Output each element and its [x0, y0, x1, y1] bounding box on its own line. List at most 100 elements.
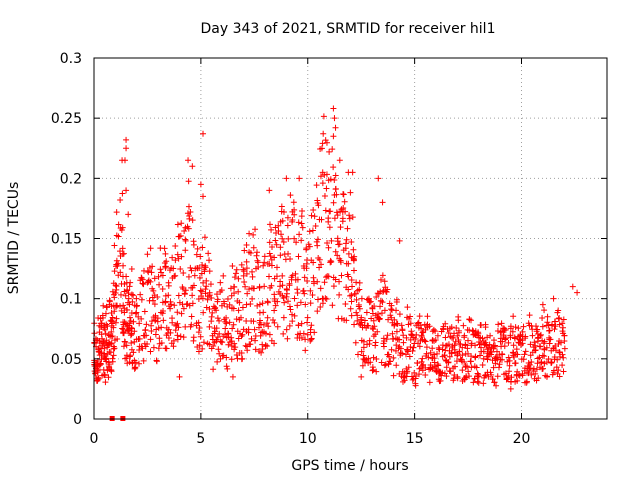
data-point: [394, 320, 401, 327]
data-point: [534, 355, 541, 362]
data-point: [184, 223, 191, 230]
data-point: [379, 199, 386, 206]
data-point: [286, 322, 293, 329]
data-point: [454, 332, 461, 339]
data-point: [165, 282, 172, 289]
data-point: [336, 241, 343, 248]
data-point: [474, 373, 481, 380]
data-point: [102, 330, 109, 337]
data-point: [235, 307, 242, 314]
data-point: [295, 253, 302, 260]
data-point: [278, 231, 285, 238]
data-point: [400, 332, 407, 339]
data-point: [176, 373, 183, 380]
data-point: [322, 295, 329, 302]
data-point: [319, 180, 326, 187]
data-point: [300, 330, 307, 337]
data-point: [263, 320, 270, 327]
data-point: [372, 342, 379, 349]
data-point: [300, 288, 307, 295]
data-point: [396, 237, 403, 244]
data-point: [267, 253, 274, 260]
data-point: [238, 349, 245, 356]
data-point: [340, 204, 347, 211]
data-point: [480, 380, 487, 387]
data-point: [235, 275, 242, 282]
data-point: [367, 359, 374, 366]
data-point: [251, 326, 258, 333]
data-point: [286, 280, 293, 287]
data-point: [261, 253, 268, 260]
data-point: [266, 250, 273, 257]
data-point: [275, 222, 282, 229]
data-point: [487, 369, 494, 376]
data-point: [250, 285, 257, 292]
data-point: [480, 348, 487, 355]
data-point: [299, 208, 306, 215]
data-point: [110, 352, 117, 359]
data-point: [123, 342, 130, 349]
data-point: [132, 359, 139, 366]
data-point: [433, 366, 440, 373]
data-point: [490, 337, 497, 344]
data-point: [342, 208, 349, 215]
data-point: [148, 322, 155, 329]
data-point: [196, 265, 203, 272]
data-point: [537, 331, 544, 338]
data-point: [332, 276, 339, 283]
data-point: [559, 351, 566, 358]
data-point: [195, 319, 202, 326]
data-point: [168, 301, 175, 308]
data-point: [316, 264, 323, 271]
data-point: [451, 371, 458, 378]
data-point: [325, 244, 332, 251]
data-point: [520, 323, 527, 330]
data-point: [206, 341, 213, 348]
data-point: [125, 211, 132, 218]
data-point: [108, 368, 115, 375]
data-point: [111, 345, 118, 352]
data-point: [289, 311, 296, 318]
data-point: [180, 285, 187, 292]
data-point: [480, 355, 487, 362]
data-point: [190, 337, 197, 344]
data-point: [321, 279, 328, 286]
data-point: [195, 329, 202, 336]
data-point: [324, 240, 331, 247]
data-point: [172, 242, 179, 249]
data-point: [522, 335, 529, 342]
data-point: [459, 367, 466, 374]
data-point: [393, 362, 400, 369]
data-point: [454, 373, 461, 380]
data-point: [250, 318, 257, 325]
data-point: [405, 348, 412, 355]
data-point: [327, 176, 334, 183]
data-point: [461, 359, 468, 366]
data-point: [344, 225, 351, 232]
data-point: [147, 336, 154, 343]
data-point: [117, 248, 124, 255]
data-point: [158, 340, 165, 347]
data-point: [308, 322, 315, 329]
data-point: [489, 376, 496, 383]
data-point: [292, 270, 299, 277]
data-point: [239, 331, 246, 338]
data-point: [166, 267, 173, 274]
data-point: [148, 269, 155, 276]
data-point: [348, 292, 355, 299]
data-point: [356, 320, 363, 327]
data-point: [330, 199, 337, 206]
data-point: [555, 367, 562, 374]
data-point: [102, 310, 109, 317]
data-point: [361, 317, 368, 324]
data-point: [330, 164, 337, 171]
data-point: [224, 296, 231, 303]
data-point: [218, 287, 225, 294]
data-point: [150, 344, 157, 351]
data-point: [551, 326, 558, 333]
data-point: [221, 300, 228, 307]
data-point: [167, 305, 174, 312]
data-point: [149, 263, 156, 270]
data-point: [347, 189, 354, 196]
data-point: [299, 224, 306, 231]
